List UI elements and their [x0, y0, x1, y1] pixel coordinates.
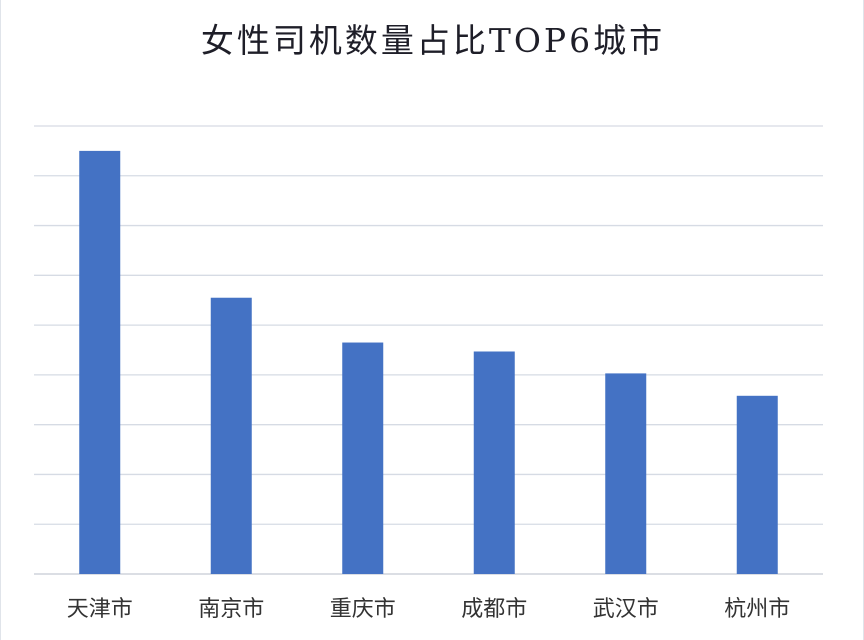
x-tick-label: 武汉市	[593, 597, 659, 622]
gridlines	[34, 125, 823, 575]
x-tick-label: 杭州市	[724, 597, 790, 622]
bar-6	[736, 395, 778, 574]
bars	[79, 150, 778, 574]
x-tick-label: 成都市	[461, 597, 527, 622]
x-tick-label: 天津市	[67, 597, 133, 622]
bar-3	[342, 342, 384, 574]
bar-2	[210, 297, 252, 574]
category-labels: 天津市 南京市 重庆市 成都市 武汉市 杭州市	[67, 597, 791, 622]
bar-1	[79, 150, 121, 574]
bar-4	[473, 351, 515, 574]
bar-5	[605, 373, 647, 574]
chart-title: 女性司机数量占比TOP6城市	[200, 21, 666, 60]
x-tick-label: 南京市	[198, 597, 264, 622]
x-tick-label: 重庆市	[330, 597, 396, 622]
